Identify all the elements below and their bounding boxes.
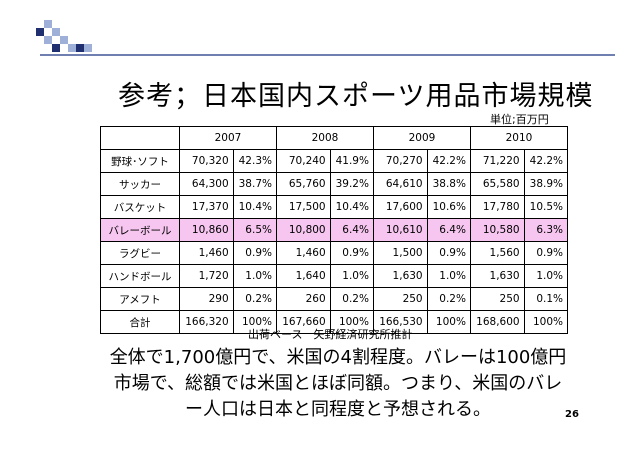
- share-cell: 42.2%: [426, 149, 471, 173]
- share-cell: 38.9%: [523, 172, 569, 196]
- row-label: ラグビー: [100, 241, 180, 265]
- source-note: 出荷ベース 矢野経済研究所推計: [248, 328, 413, 341]
- table-row: バスケット 17,370 10.4% 17,500 10.4% 17,600 10.6% 17…: [100, 195, 569, 219]
- value-cell: 17,600: [372, 195, 428, 219]
- share-cell: 1.0%: [329, 264, 374, 288]
- share-cell: 0.9%: [523, 241, 569, 265]
- share-cell: 10.4%: [232, 195, 277, 219]
- value-cell: 1,460: [275, 241, 331, 265]
- table-row: 合計 166,320 100% 167,660 100% 166,530 100% 168,6…: [100, 310, 569, 334]
- value-cell: 10,860: [179, 218, 234, 242]
- share-cell: 100%: [232, 310, 277, 334]
- share-cell: 0.9%: [329, 241, 374, 265]
- value-cell: 70,270: [372, 149, 428, 173]
- year-header: 2007: [179, 126, 277, 150]
- share-cell: 39.2%: [329, 172, 374, 196]
- value-cell: 1,560: [469, 241, 525, 265]
- value-cell: 65,580: [469, 172, 525, 196]
- row-label: アメフト: [100, 287, 180, 311]
- corner-cell: [100, 126, 180, 150]
- value-cell: 17,780: [469, 195, 525, 219]
- share-cell: 1.0%: [523, 264, 569, 288]
- value-cell: 10,800: [275, 218, 331, 242]
- table-row: 野球･ソフト 70,320 42.3% 70,240 41.9% 70,270 42.2% 7…: [100, 149, 569, 173]
- unit-label: 単位;百万円: [490, 113, 549, 126]
- share-cell: 0.1%: [523, 287, 569, 311]
- share-cell: 100%: [329, 310, 374, 334]
- value-cell: 70,320: [179, 149, 234, 173]
- share-cell: 10.5%: [523, 195, 569, 219]
- share-cell: 42.3%: [232, 149, 277, 173]
- value-cell: 290: [179, 287, 234, 311]
- value-cell: 17,370: [179, 195, 234, 219]
- row-label: 合計: [100, 310, 180, 334]
- value-cell: 17,500: [275, 195, 331, 219]
- value-cell: 1,720: [179, 264, 234, 288]
- value-cell: 250: [469, 287, 525, 311]
- market-size-table: 2007 2008 2009 2010 野球･ソフト 70,320 42.3% 70,…: [100, 126, 569, 334]
- table-row: ラグビー 1,460 0.9% 1,460 0.9% 1,500 0.9% 1,560 0.9%: [100, 241, 569, 265]
- year-header: 2010: [469, 126, 569, 150]
- share-cell: 0.2%: [232, 287, 277, 311]
- slide-title: 参考；日本国内スポーツ用品市場規模: [118, 81, 594, 112]
- share-cell: 1.0%: [426, 264, 471, 288]
- value-cell: 166,320: [179, 310, 234, 334]
- table-row: ハンドボール 1,720 1.0% 1,640 1.0% 1,630 1.0% 1,630 1.…: [100, 264, 569, 288]
- share-cell: 6.4%: [426, 218, 471, 242]
- share-cell: 6.4%: [329, 218, 374, 242]
- value-cell: 65,760: [275, 172, 331, 196]
- page-number: 26: [565, 409, 579, 420]
- summary-text: 全体で1,700億円で、米国の4割程度。バレーは100億円市場で、総額では米国と…: [109, 347, 567, 420]
- share-cell: 0.2%: [426, 287, 471, 311]
- value-cell: 1,630: [469, 264, 525, 288]
- row-label: 野球･ソフト: [100, 149, 180, 173]
- row-label: ハンドボール: [100, 264, 180, 288]
- share-cell: 0.9%: [232, 241, 277, 265]
- row-label: バレーボール: [100, 218, 180, 242]
- table-row: バレーボール 10,860 6.5% 10,800 6.4% 10,610 6.4% 10,5…: [100, 218, 569, 242]
- value-cell: 10,580: [469, 218, 525, 242]
- value-cell: 166,530: [372, 310, 428, 334]
- value-cell: 1,500: [372, 241, 428, 265]
- share-cell: 6.5%: [232, 218, 277, 242]
- value-cell: 167,660: [275, 310, 331, 334]
- share-cell: 0.2%: [329, 287, 374, 311]
- value-cell: 70,240: [275, 149, 331, 173]
- share-cell: 0.9%: [426, 241, 471, 265]
- value-cell: 250: [372, 287, 428, 311]
- row-label: バスケット: [100, 195, 180, 219]
- value-cell: 71,220: [469, 149, 525, 173]
- year-header: 2009: [372, 126, 471, 150]
- table-row: サッカー 64,300 38.7% 65,760 39.2% 64,610 38.8% 65,…: [100, 172, 569, 196]
- share-cell: 42.2%: [523, 149, 569, 173]
- share-cell: 10.6%: [426, 195, 471, 219]
- share-cell: 10.4%: [329, 195, 374, 219]
- share-cell: 41.9%: [329, 149, 374, 173]
- value-cell: 168,600: [469, 310, 525, 334]
- value-cell: 64,300: [179, 172, 234, 196]
- share-cell: 6.3%: [523, 218, 569, 242]
- table-row: アメフト 290 0.2% 260 0.2% 250 0.2% 250 0.1%: [100, 287, 569, 311]
- year-header: 2008: [275, 126, 374, 150]
- decorative-squares: [36, 20, 156, 60]
- share-cell: 38.8%: [426, 172, 471, 196]
- value-cell: 260: [275, 287, 331, 311]
- row-label: サッカー: [100, 172, 180, 196]
- share-cell: 100%: [426, 310, 471, 334]
- value-cell: 1,640: [275, 264, 331, 288]
- value-cell: 1,460: [179, 241, 234, 265]
- title-divider: [40, 54, 615, 56]
- share-cell: 100%: [523, 310, 569, 334]
- table-header-row: 2007 2008 2009 2010: [100, 126, 569, 150]
- share-cell: 1.0%: [232, 264, 277, 288]
- value-cell: 1,630: [372, 264, 428, 288]
- value-cell: 64,610: [372, 172, 428, 196]
- share-cell: 38.7%: [232, 172, 277, 196]
- value-cell: 10,610: [372, 218, 428, 242]
